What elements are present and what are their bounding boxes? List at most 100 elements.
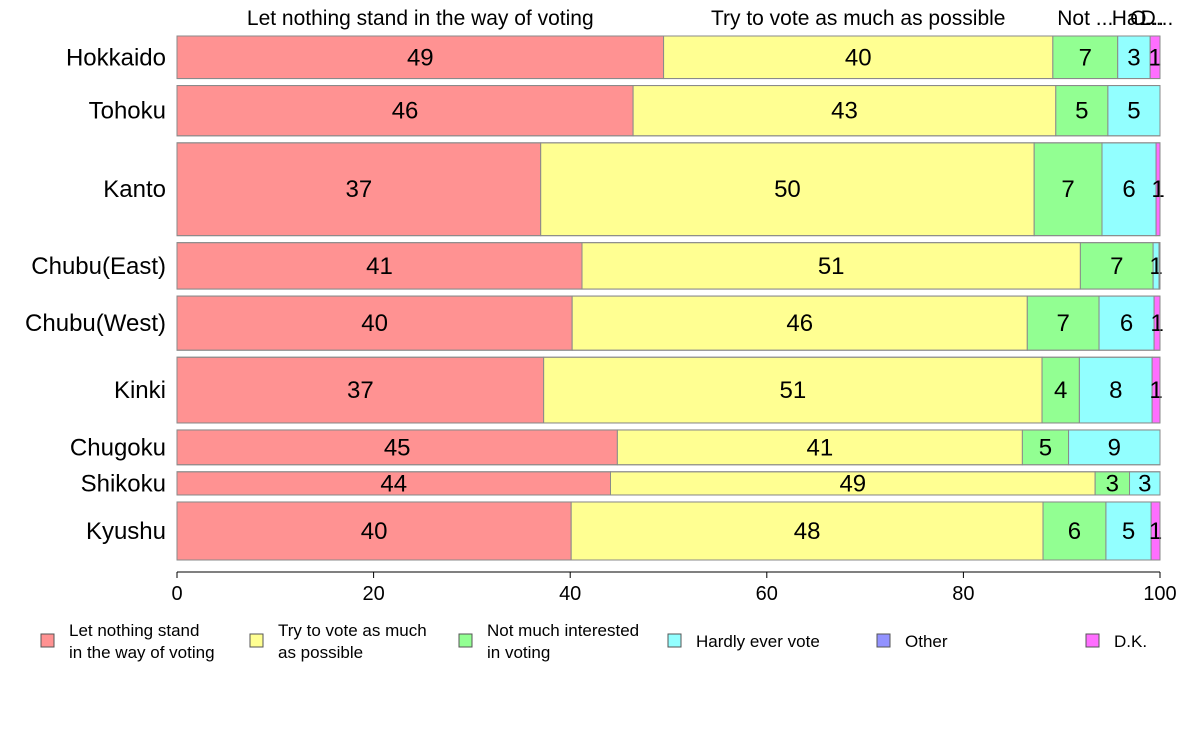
data-label: 1 (1148, 44, 1161, 71)
bar-segment-hardly-ever-vote (1101, 142, 1157, 237)
data-label: 41 (807, 434, 834, 461)
x-tick-label: 60 (756, 583, 778, 605)
column-header-d-k: D... (1141, 7, 1174, 30)
category-label-shikoku: Shikoku (81, 470, 166, 497)
legend-label: Not much interested (487, 621, 639, 640)
category-label-kanto: Kanto (103, 176, 166, 203)
bar-outline (176, 429, 1161, 466)
bar-segment-hardly-ever-vote (1105, 501, 1152, 561)
legend-label: in the way of voting (69, 643, 215, 662)
category-label-tohoku: Tohoku (89, 98, 166, 125)
bar-outline (176, 142, 1161, 237)
x-tick-label: 20 (362, 583, 384, 605)
bar-segment-try-to-vote-as-much-as-possible (540, 142, 1035, 237)
column-header-let-nothing-stand-in-the-way-of-voting: Let nothing stand in the way of voting (247, 7, 594, 30)
bar-row-kyushu: 40 48 6 5 1 (176, 501, 1162, 561)
bar-segment-not-much-interested-in-voting (1052, 35, 1119, 80)
data-label: 5 (1122, 518, 1135, 545)
bars: 49 40 7 3 146 43 5 537 50 7 6 141 51 7 140 46 7 6 137 51 4 8 1… (176, 35, 1165, 561)
data-label: 49 (839, 470, 866, 497)
legend-swatch (249, 633, 264, 648)
legend-label: D.K. (1114, 632, 1147, 651)
data-label: 45 (384, 434, 411, 461)
data-label: 37 (346, 176, 373, 203)
bar-segment-let-nothing-stand-in-the-way-of-voting (176, 295, 573, 351)
bar-outline (176, 356, 1161, 424)
bar-row-kinki: 37 51 4 8 1 (176, 356, 1163, 424)
data-label: 40 (361, 310, 388, 337)
data-label: 46 (786, 310, 813, 337)
data-label: 1 (1149, 253, 1162, 280)
data-label: 51 (779, 377, 806, 404)
bar-segment-let-nothing-stand-in-the-way-of-voting (176, 429, 618, 466)
bar-row-chubu-west: 40 46 7 6 1 (176, 295, 1164, 351)
data-label: 3 (1138, 470, 1151, 497)
legend: Let nothing stand in the way of voting Try… (40, 621, 1147, 662)
data-label: 40 (361, 518, 388, 545)
bar-outline (176, 471, 1161, 496)
data-label: 5 (1075, 98, 1088, 125)
data-label: 5 (1039, 434, 1052, 461)
data-label: 44 (380, 470, 407, 497)
bar-row-chubu-east: 41 51 7 1 (176, 242, 1163, 290)
legend-item-other: Other (876, 632, 948, 651)
bar-row-kanto: 37 50 7 6 1 (176, 142, 1165, 237)
bar-segment-hardly-ever-vote (1107, 85, 1161, 137)
bar-row-chugoku: 45 41 5 9 (176, 429, 1161, 466)
column-header-try-to-vote-as-much-as-possible: Try to vote as much as possible (711, 7, 1006, 30)
legend-label: Other (905, 632, 948, 651)
bar-segment-try-to-vote-as-much-as-possible (571, 295, 1028, 351)
legend-swatch (40, 633, 55, 648)
data-label: 3 (1106, 470, 1119, 497)
data-label: 41 (366, 253, 393, 280)
bar-segment-not-much-interested-in-voting (1021, 429, 1070, 466)
bar-row-hokkaido: 49 40 7 3 1 (176, 35, 1162, 80)
data-label: 1 (1150, 310, 1163, 337)
legend-item-hardly-ever-vote: Hardly ever vote (667, 632, 820, 651)
bar-segment-not-much-interested-in-voting (1042, 501, 1107, 561)
bar-segment-try-to-vote-as-much-as-possible (581, 242, 1081, 290)
bar-row-shikoku: 44 49 3 3 (176, 470, 1161, 497)
data-label: 4 (1054, 377, 1067, 404)
legend-label: Try to vote as much (278, 621, 427, 640)
legend-item-d-k: D.K. (1085, 632, 1147, 651)
x-tick-label: 40 (559, 583, 581, 605)
data-label: 49 (407, 44, 434, 71)
legend-label: as possible (278, 643, 363, 662)
data-label: 50 (774, 176, 801, 203)
data-label: 43 (831, 98, 858, 125)
data-label: 6 (1068, 518, 1081, 545)
legend-item-try-to-vote-as-much-as-possible: Try to vote as much as possible (249, 621, 427, 662)
x-tick-label: 0 (171, 583, 182, 605)
legend-item-not-much-interested-in-voting: Not much interested in voting (458, 621, 639, 662)
data-label: 7 (1110, 253, 1123, 280)
data-label: 40 (845, 44, 872, 71)
category-labels: Hokkaido Tohoku Kanto Chubu(East) Chubu(West… (25, 44, 166, 545)
bar-segment-let-nothing-stand-in-the-way-of-voting (176, 142, 542, 237)
bar-outline (176, 35, 1161, 80)
legend-item-let-nothing-stand-in-the-way-of-voting: Let nothing stand in the way of voting (40, 621, 215, 662)
data-label: 5 (1127, 98, 1140, 125)
data-label: 1 (1149, 518, 1162, 545)
data-label: 8 (1109, 377, 1122, 404)
data-label: 48 (794, 518, 821, 545)
x-axis: 0 20 40 60 80 100 (171, 571, 1177, 605)
legend-label: Hardly ever vote (696, 632, 820, 651)
bar-segment-try-to-vote-as-much-as-possible (616, 429, 1023, 466)
data-label: 7 (1056, 310, 1069, 337)
category-label-kinki: Kinki (114, 377, 166, 404)
legend-swatch (667, 633, 682, 648)
data-label: 46 (392, 98, 419, 125)
bar-segment-hardly-ever-vote (1098, 295, 1155, 351)
data-label: 37 (347, 377, 374, 404)
bar-outline (176, 242, 1161, 290)
legend-swatch (876, 633, 891, 648)
bar-outline (176, 295, 1161, 351)
bar-outline (176, 501, 1161, 561)
bar-outline (176, 85, 1161, 137)
legend-swatch (458, 633, 473, 648)
category-label-hokkaido: Hokkaido (66, 44, 166, 71)
data-label: 1 (1149, 377, 1162, 404)
bar-row-tohoku: 46 43 5 5 (176, 85, 1161, 137)
